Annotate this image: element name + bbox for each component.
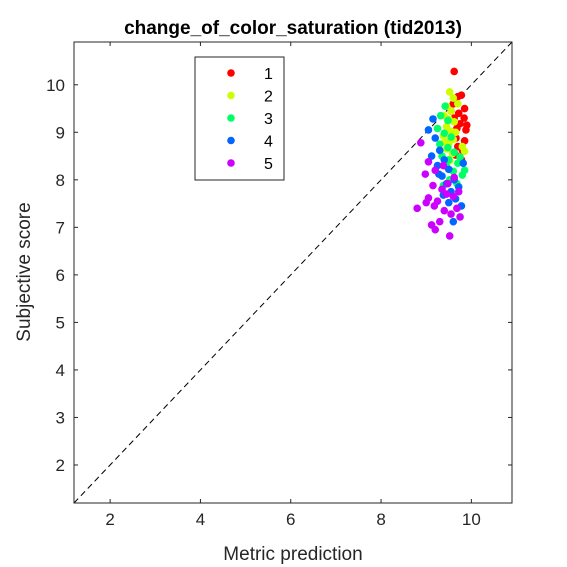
data-point-series-5 [453,204,461,213]
data-point-series-5 [442,190,451,198]
data-point-series-3 [433,124,442,133]
data-point-series-4 [424,126,433,134]
data-point-series-1 [457,91,466,100]
data-point-series-2 [449,94,458,102]
legend-label: 5 [264,156,273,173]
data-point-series-1 [463,121,471,129]
y-tick-label: 4 [56,361,65,380]
reference-line-layer [73,41,513,504]
legend-marker [227,159,235,167]
data-point-series-3 [456,153,464,161]
reference-line [73,41,513,504]
x-tick-label: 10 [462,510,481,529]
data-point-series-3 [444,143,452,152]
legend-label: 1 [264,66,273,83]
legend-label: 2 [264,89,273,106]
data-point-series-4 [459,159,468,167]
data-point-series-5 [454,187,463,196]
data-point-series-4 [431,134,440,142]
data-point-series-2 [451,128,460,137]
data-point-series-5 [440,206,449,215]
data-point-series-5 [450,173,459,182]
data-point-series-2 [447,107,455,115]
y-tick-label: 5 [56,313,65,332]
data-point-series-2 [442,122,451,131]
data-point-series-5 [416,138,425,147]
data-point-series-4 [449,217,458,226]
y-tick-label: 3 [56,408,65,427]
data-point-series-1 [454,109,463,118]
data-point-series-1 [450,67,459,76]
chart-title: change_of_color_saturation (tid2013) [124,18,462,39]
x-tick-label: 6 [286,510,295,529]
data-point-series-3 [440,129,449,138]
data-point-series-5 [439,161,448,170]
data-point-series-2 [445,88,454,96]
legend: 1 2 3 4 5 [194,56,285,181]
data-point-series-3 [447,133,455,141]
x-axis-label: Metric prediction [223,544,362,565]
data-point-series-3 [435,140,444,148]
data-point-series-5 [445,232,454,240]
plot-frame [73,41,513,504]
data-point-series-5 [429,181,437,190]
data-point-series-5 [424,157,433,166]
data-point-series-4 [435,146,444,155]
y-axis-label: Subjective score [14,202,35,341]
data-point-series-3 [444,116,452,125]
data-point-series-5 [444,179,452,188]
data-point-series-3 [436,111,445,120]
data-point-series-2 [454,99,462,108]
data-point-series-4 [429,115,437,123]
axis-ticks-layer: 2 4 6 8 10 2 3 4 5 6 7 8 9 10 [46,42,512,529]
legend-marker [227,91,235,100]
legend-box [194,56,285,181]
data-point-series-2 [460,147,469,156]
y-tick-label: 10 [46,76,65,95]
data-point-series-3 [460,166,469,175]
data-point-series-5 [431,225,440,234]
data-point-series-1 [460,114,468,122]
data-point-series-5 [431,166,440,175]
data-point-series-4 [440,156,449,164]
data-point-series-3 [454,159,462,167]
x-tick-label: 4 [196,510,205,529]
y-tick-label: 8 [56,171,65,190]
data-point-series-5 [421,170,430,178]
data-point-series-4 [444,165,453,174]
legend-label: 4 [264,134,273,151]
data-point-series-1 [460,137,469,145]
x-tick-label: 2 [105,510,114,529]
legend-marker [227,114,235,122]
data-point-series-2 [450,118,459,126]
legend-label: 3 [264,111,273,128]
data-points-layer [413,67,471,240]
data-point-series-5 [456,213,464,221]
data-point-series-3 [450,148,459,157]
legend-marker [227,69,235,77]
data-point-series-5 [422,198,431,207]
x-tick-label: 8 [376,510,385,529]
data-point-series-5 [447,210,455,218]
y-tick-label: 9 [56,123,65,142]
legend-marker [227,136,235,145]
data-point-series-5 [413,204,421,213]
data-point-series-5 [435,217,444,226]
data-point-series-3 [441,102,449,110]
data-point-series-4 [427,152,436,160]
data-point-series-5 [430,202,439,210]
data-point-series-4 [444,198,453,207]
data-point-series-5 [438,185,446,194]
y-tick-label: 7 [56,218,65,237]
data-point-series-5 [449,192,458,201]
y-tick-label: 6 [56,266,65,285]
y-tick-label: 2 [56,456,65,475]
data-point-series-1 [460,104,469,113]
